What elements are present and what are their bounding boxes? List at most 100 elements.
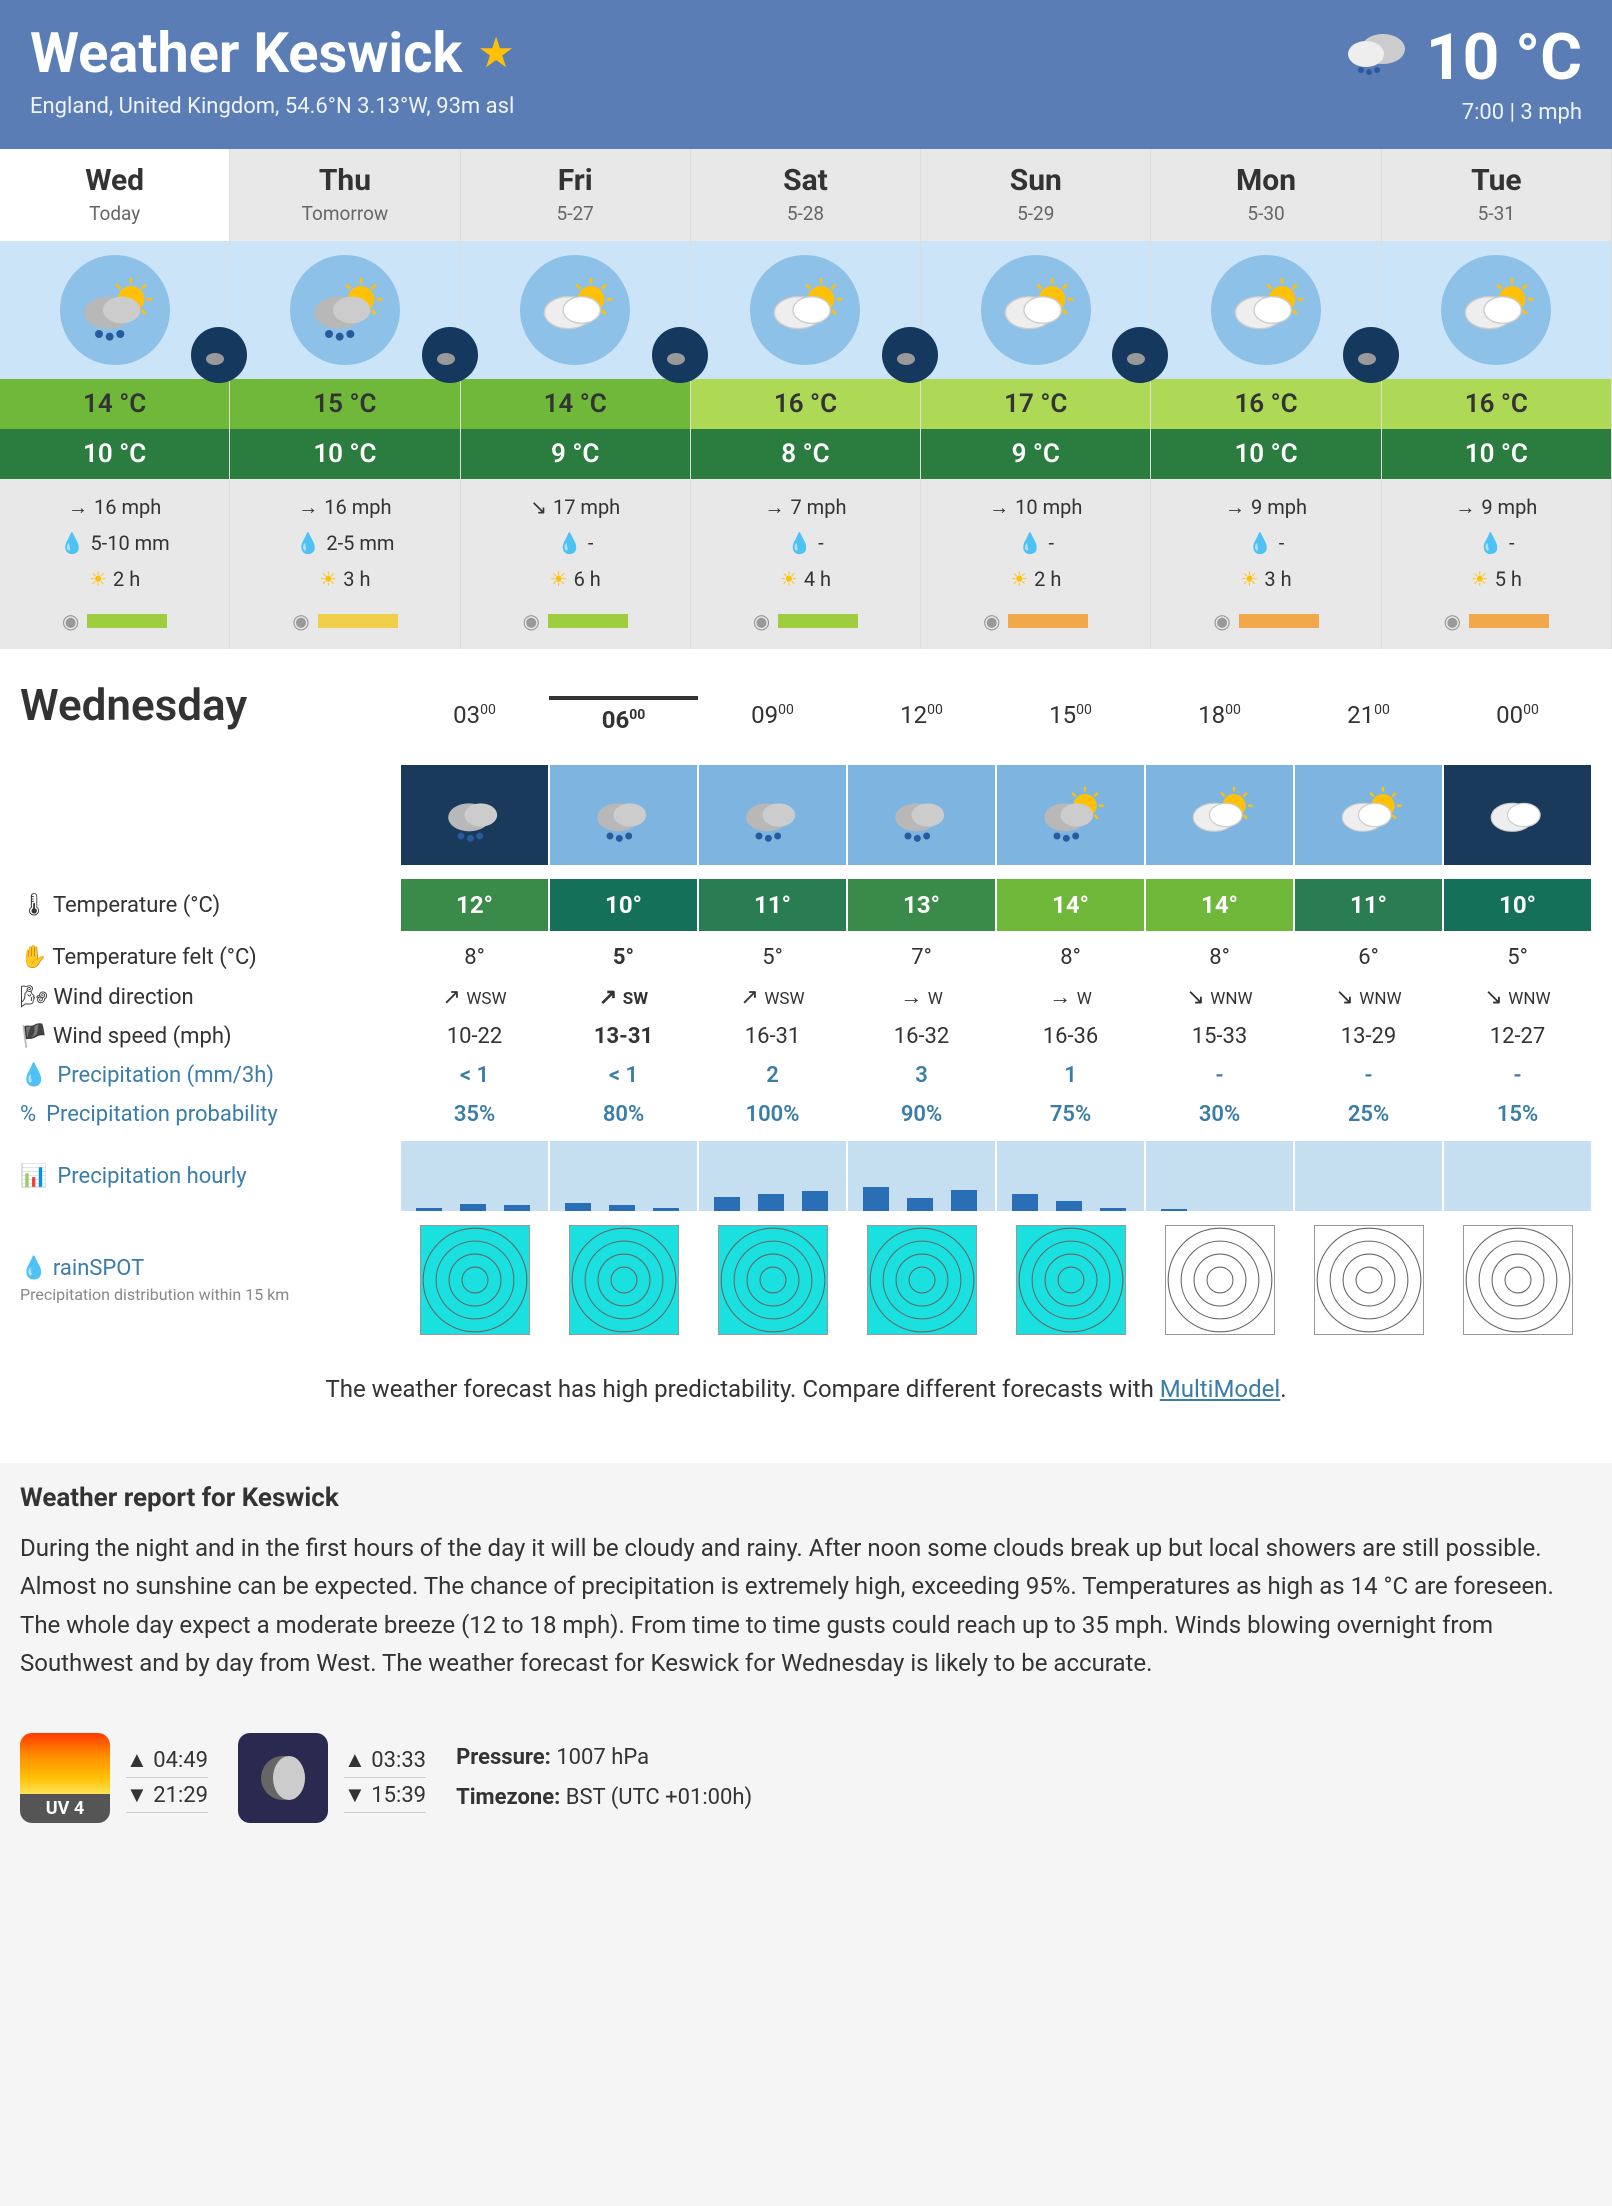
day-name: Sun <box>921 163 1150 198</box>
winddir-cell: → W <box>996 984 1145 1010</box>
row-label: ✋ Temperature felt (°C) <box>20 945 400 970</box>
hourly-bar <box>401 1141 548 1211</box>
precip-cell: < 1 <box>400 1063 549 1088</box>
temp-low: 8 °C <box>691 429 920 479</box>
temp-high: 16 °C <box>691 379 920 429</box>
day-sub: Today <box>0 202 229 225</box>
windspd-cell: 16-32 <box>847 1024 996 1049</box>
day-icon-wrap <box>0 241 229 379</box>
hourly-bar <box>1146 1141 1293 1211</box>
hour-header: 0300 <box>400 701 549 729</box>
hour-header: 0900 <box>698 701 847 729</box>
temp-high: 16 °C <box>1151 379 1380 429</box>
felt-cell: 8° <box>996 945 1145 970</box>
moon-box: ▲ 03:33 ▼ 15:39 <box>238 1733 426 1823</box>
day-name: Mon <box>1151 163 1380 198</box>
hour-icon <box>699 765 846 865</box>
rainspot-cell <box>549 1225 698 1335</box>
uv-label: UV 4 <box>20 1794 110 1823</box>
winddir-cell: ↗ WSW <box>698 985 847 1010</box>
day-meta: ↘ 17 mph 💧 - ☀ 6 h ◉ <box>461 479 690 649</box>
week-forecast: Wed Today 14 °C 10 °C → 16 mph 💧 5-10 mm… <box>0 149 1612 649</box>
hour-temp: 13° <box>848 879 995 931</box>
night-icon <box>422 327 478 383</box>
hour-icon <box>997 765 1144 865</box>
sun-uv-icon: UV 4 <box>20 1733 110 1823</box>
hour-temp: 10° <box>1444 879 1591 931</box>
temp-high: 14 °C <box>461 379 690 429</box>
current-weather-icon <box>1341 24 1411 92</box>
day-icon-wrap <box>230 241 459 379</box>
day-sub: 5-30 <box>1151 202 1380 225</box>
rainspot-cell <box>1443 1225 1592 1335</box>
temp-high: 16 °C <box>1382 379 1611 429</box>
rainspot-cell <box>996 1225 1145 1335</box>
day-sub: 5-28 <box>691 202 920 225</box>
winddir-cell: ↘ WNW <box>1145 985 1294 1010</box>
hour-header: 1800 <box>1145 701 1294 729</box>
day-sub: 5-31 <box>1382 202 1611 225</box>
hour-icon <box>1444 765 1591 865</box>
moon-icon <box>238 1733 328 1823</box>
prob-cell: 100% <box>698 1102 847 1127</box>
day-weather-icon <box>1211 255 1321 365</box>
multimodel-link[interactable]: MultiModel <box>1160 1375 1280 1403</box>
day-tab-mon[interactable]: Mon 5-30 16 °C 10 °C → 9 mph 💧 - ☀ 3 h ◉ <box>1151 149 1381 649</box>
precip-cell: < 1 <box>549 1063 698 1088</box>
precip-cell: 2 <box>698 1063 847 1088</box>
day-name: Tue <box>1382 163 1611 198</box>
temp-low: 10 °C <box>1382 429 1611 479</box>
hour-temp: 10° <box>550 879 697 931</box>
day-tab-wed[interactable]: Wed Today 14 °C 10 °C → 16 mph 💧 5-10 mm… <box>0 149 230 649</box>
day-tab-sun[interactable]: Sun 5-29 17 °C 9 °C → 10 mph 💧 - ☀ 2 h ◉ <box>921 149 1151 649</box>
row-label: 🌬 Wind direction <box>20 985 400 1010</box>
windspd-cell: 13-31 <box>549 1024 698 1049</box>
day-icon-wrap <box>691 241 920 379</box>
predictability-note: The weather forecast has high predictabi… <box>20 1375 1592 1403</box>
hour-header: 1200 <box>847 701 996 729</box>
day-tab-sat[interactable]: Sat 5-28 16 °C 8 °C → 7 mph 💧 - ☀ 4 h ◉ <box>691 149 921 649</box>
precip-cell: - <box>1294 1063 1443 1088</box>
rainspot-cell <box>847 1225 996 1335</box>
hourly-bar <box>848 1141 995 1211</box>
hourly-bar <box>1444 1141 1591 1211</box>
rainspot-label: 💧 rainSPOTPrecipitation distribution wit… <box>20 1256 400 1304</box>
day-tab-thu[interactable]: Thu Tomorrow 15 °C 10 °C → 16 mph 💧 2-5 … <box>230 149 460 649</box>
felt-cell: 8° <box>1145 945 1294 970</box>
current-temp: 10 °C <box>1426 20 1582 95</box>
day-icon-wrap <box>1382 241 1611 379</box>
hourly-bar <box>1295 1141 1442 1211</box>
night-icon <box>652 327 708 383</box>
night-icon <box>1112 327 1168 383</box>
sunrise: ▲ 04:49 <box>126 1743 208 1778</box>
temp-low: 10 °C <box>0 429 229 479</box>
page-title: Weather Keswick <box>30 20 462 86</box>
day-meta: → 9 mph 💧 - ☀ 5 h ◉ <box>1382 479 1611 649</box>
temp-low: 10 °C <box>1151 429 1380 479</box>
felt-cell: 8° <box>400 945 549 970</box>
header: Weather Keswick ★ England, United Kingdo… <box>0 0 1612 149</box>
rainspot-cell <box>1145 1225 1294 1335</box>
winddir-cell: → W <box>847 984 996 1010</box>
day-meta: → 10 mph 💧 - ☀ 2 h ◉ <box>921 479 1150 649</box>
day-sub: 5-27 <box>461 202 690 225</box>
row-label: % Precipitation probability <box>20 1102 400 1127</box>
hour-icon <box>848 765 995 865</box>
rainspot-cell <box>1294 1225 1443 1335</box>
hour-icon <box>550 765 697 865</box>
hourly-bar <box>997 1141 1144 1211</box>
report-text: During the night and in the first hours … <box>0 1529 1612 1713</box>
night-icon <box>191 327 247 383</box>
day-name: Wed <box>0 163 229 198</box>
favorite-star-icon[interactable]: ★ <box>477 28 515 78</box>
day-tab-tue[interactable]: Tue 5-31 16 °C 10 °C → 9 mph 💧 - ☀ 5 h ◉ <box>1382 149 1612 649</box>
day-name: Fri <box>461 163 690 198</box>
day-tab-fri[interactable]: Fri 5-27 14 °C 9 °C ↘ 17 mph 💧 - ☀ 6 h ◉ <box>461 149 691 649</box>
hourly-bar <box>550 1141 697 1211</box>
winddir-cell: ↘ WNW <box>1443 985 1592 1010</box>
windspd-cell: 13-29 <box>1294 1024 1443 1049</box>
prob-cell: 90% <box>847 1102 996 1127</box>
hourly-bar <box>699 1141 846 1211</box>
night-icon <box>882 327 938 383</box>
day-meta: → 9 mph 💧 - ☀ 3 h ◉ <box>1151 479 1380 649</box>
